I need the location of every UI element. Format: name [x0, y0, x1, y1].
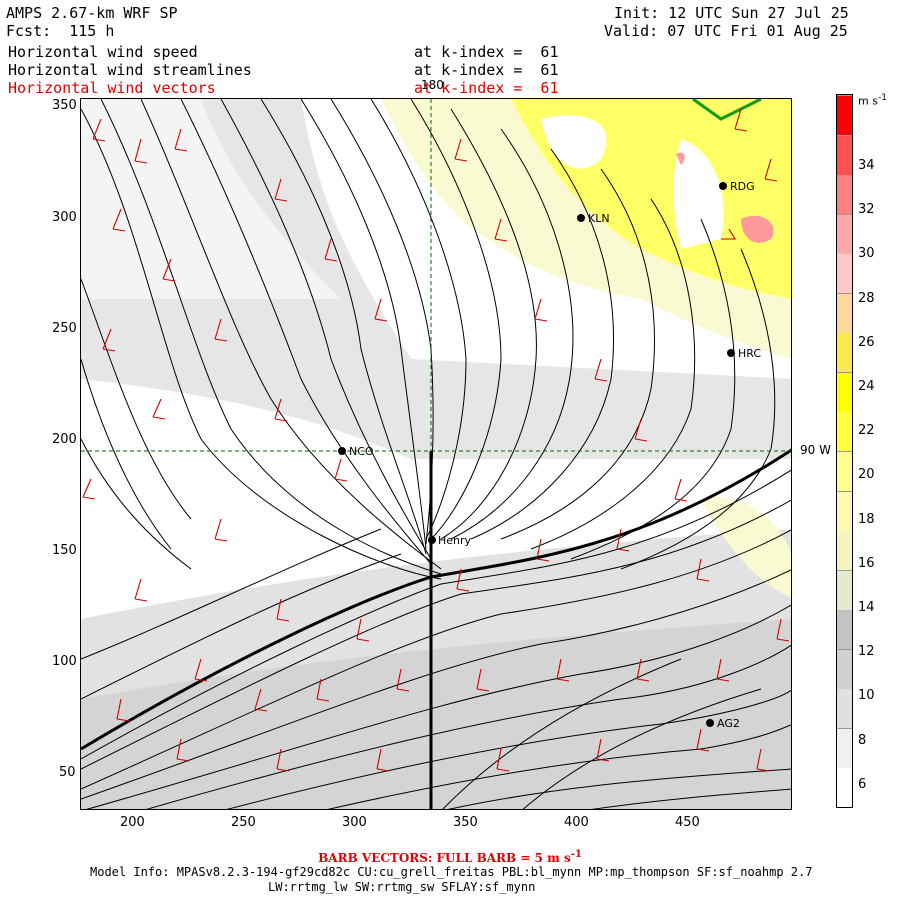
colorbar-label: 8: [858, 732, 867, 748]
forecast-hour: Fcst: 115 h: [6, 22, 115, 40]
speed-shading: [676, 152, 685, 165]
colorbar-segment: [837, 332, 852, 373]
colorbar-segment: [837, 253, 852, 294]
x-tick-label: 250: [231, 815, 256, 830]
streamlines: [81, 99, 791, 809]
colorbar-segment: [837, 451, 852, 492]
terrain-white: [673, 139, 724, 249]
map-plot: [80, 98, 792, 810]
colorbar-segment: [837, 767, 852, 808]
colorbar-label: 16: [858, 555, 875, 571]
speed-shading: [81, 99, 791, 459]
colorbar-segment: [837, 213, 852, 254]
colorbar: [836, 94, 853, 808]
colorbar-segment: [837, 688, 852, 729]
x-tick-label: 300: [342, 815, 367, 830]
field-level-speed: at k-index = 61: [414, 43, 559, 61]
field-label-vectors: Horizontal wind vectors: [8, 79, 216, 97]
field-level-vectors: at k-index = 61: [414, 79, 559, 97]
speed-shading: [81, 619, 791, 809]
colorbar-label: 14: [858, 600, 875, 615]
meridian-top-label: 180: [421, 78, 444, 92]
station-label: HRC: [738, 347, 762, 360]
colorbar-segment: [837, 609, 852, 650]
wind-barbs: [82, 108, 790, 772]
field-level-streamlines: at k-index = 61: [414, 61, 559, 79]
station-marker: [577, 214, 585, 222]
colorbar-label: 22: [858, 423, 875, 439]
y-tick-label: 150: [52, 543, 77, 558]
station-label: KLN: [588, 212, 610, 225]
y-tick-label: 350: [52, 98, 77, 113]
colorbar-label: 12: [858, 644, 875, 660]
terrain-white: [541, 115, 607, 169]
init-time: Init: 12 UTC Sun 27 Jul 25: [614, 4, 849, 22]
x-tick-label: 400: [564, 815, 589, 830]
colorbar-segment: [837, 490, 852, 531]
station-label: NCO: [349, 445, 374, 458]
colorbar-label: 20: [858, 467, 875, 483]
station-marker: [719, 182, 727, 190]
y-tick-label: 200: [52, 432, 77, 447]
map-canvas: [81, 99, 791, 809]
model-info: Model Info: MPASv8.2.3-194-gf29cd82c CU:…: [90, 865, 813, 879]
colorbar-unit: m s-1: [858, 92, 888, 108]
speed-shading: [741, 215, 774, 243]
x-tick-label: 350: [453, 815, 478, 830]
model-title: AMPS 2.67-km WRF SP: [6, 4, 178, 22]
meridian-right-label: 90 W: [800, 443, 831, 457]
colorbar-label: 24: [858, 379, 875, 394]
colorbar-segment: [837, 134, 852, 175]
colorbar-label: 18: [858, 511, 875, 527]
colorbar-segment: [837, 292, 852, 333]
coastline: [692, 99, 762, 121]
colorbar-segment: [837, 371, 852, 412]
valid-time: Valid: 07 UTC Fri 01 Aug 25: [604, 22, 848, 40]
colorbar-segment: [837, 174, 852, 215]
colorbar-label: 30: [858, 246, 875, 262]
y-tick-label: 250: [52, 321, 77, 336]
station-marker: [706, 719, 714, 727]
colorbar-segment: [837, 727, 852, 768]
barb-note: BARB VECTORS: FULL BARB = 5 m s-1: [318, 849, 582, 865]
colorbar-label: 26: [858, 334, 875, 350]
colorbar-label: 28: [858, 290, 875, 306]
station-label: Henry: [438, 534, 472, 547]
colorbar-label: 34: [858, 158, 875, 173]
colorbar-segment: [837, 648, 852, 689]
x-tick-label: 450: [675, 815, 700, 830]
colorbar-segment: [837, 95, 852, 136]
station-label: RDG: [730, 180, 755, 193]
field-label-streamlines: Horizontal wind streamlines: [8, 61, 252, 79]
colorbar-label: 10: [858, 688, 875, 704]
model-info-physics: LW:rrtmg_lw SW:rrtmg_sw SFLAY:sf_mynn: [268, 880, 536, 894]
colorbar-segment: [837, 569, 852, 610]
colorbar-label: 32: [858, 202, 875, 218]
colorbar-label: 6: [858, 776, 867, 792]
y-tick-label: 50: [59, 765, 76, 780]
station-marker: [428, 536, 436, 544]
station-marker: [338, 447, 346, 455]
colorbar-segment: [837, 411, 852, 452]
speed-shading: [81, 99, 341, 299]
station-marker: [727, 349, 735, 357]
y-tick-label: 100: [52, 654, 77, 669]
station-label: AG2: [717, 717, 740, 730]
y-tick-label: 300: [52, 210, 77, 225]
x-tick-label: 200: [120, 815, 145, 830]
field-label-speed: Horizontal wind speed: [8, 43, 198, 61]
colorbar-segment: [837, 530, 852, 571]
speed-shading: [701, 497, 791, 598]
